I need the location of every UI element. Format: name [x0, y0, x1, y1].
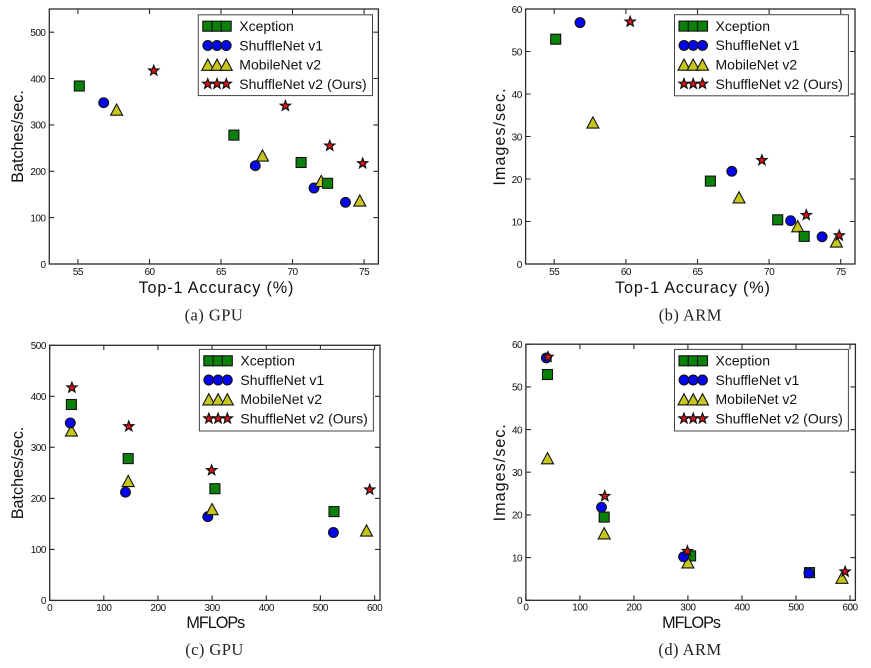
svg-text:50: 50	[512, 47, 523, 58]
svg-text:MobileNet v2: MobileNet v2	[240, 391, 322, 407]
svg-text:Xception: Xception	[240, 353, 294, 369]
svg-text:300: 300	[30, 121, 46, 132]
svg-text:500: 500	[30, 28, 46, 39]
svg-text:(b) ARM: (b) ARM	[659, 305, 722, 324]
svg-text:65: 65	[692, 267, 703, 278]
svg-text:400: 400	[734, 603, 750, 614]
svg-text:60: 60	[621, 267, 632, 278]
svg-text:ShuffleNet v2 (Ours): ShuffleNet v2 (Ours)	[240, 410, 367, 426]
svg-text:(c) GPU: (c) GPU	[185, 640, 244, 659]
svg-text:100: 100	[572, 603, 588, 614]
svg-text:100: 100	[30, 213, 46, 224]
svg-text:500: 500	[313, 603, 329, 614]
svg-text:0: 0	[40, 260, 46, 271]
svg-text:MobileNet v2: MobileNet v2	[716, 391, 798, 407]
svg-text:ShuffleNet v1: ShuffleNet v1	[716, 37, 800, 53]
svg-text:Xception: Xception	[716, 18, 770, 34]
svg-text:ShuffleNet v1: ShuffleNet v1	[239, 37, 323, 53]
svg-text:(d) ARM: (d) ARM	[658, 640, 721, 659]
svg-text:70: 70	[764, 267, 775, 278]
svg-text:ShuffleNet v1: ShuffleNet v1	[240, 372, 324, 388]
svg-text:300: 300	[31, 443, 47, 454]
svg-text:MFLOPs: MFLOPs	[186, 614, 245, 632]
svg-text:600: 600	[842, 603, 858, 614]
svg-text:0: 0	[523, 603, 529, 614]
svg-text:30: 30	[512, 468, 523, 479]
svg-text:400: 400	[31, 392, 47, 403]
svg-text:60: 60	[144, 267, 155, 278]
svg-text:(a) GPU: (a) GPU	[185, 305, 244, 324]
svg-text:200: 200	[626, 603, 642, 614]
svg-text:Top-1 Accuracy (%): Top-1 Accuracy (%)	[615, 279, 771, 297]
svg-text:75: 75	[836, 267, 847, 278]
svg-text:ShuffleNet v2 (Ours): ShuffleNet v2 (Ours)	[716, 76, 843, 92]
svg-text:ShuffleNet v2 (Ours): ShuffleNet v2 (Ours)	[716, 410, 843, 426]
svg-text:30: 30	[512, 132, 523, 143]
svg-text:MobileNet v2: MobileNet v2	[239, 57, 321, 73]
svg-text:100: 100	[96, 603, 112, 614]
svg-text:MFLOPs: MFLOPs	[662, 614, 721, 632]
svg-text:MobileNet v2: MobileNet v2	[716, 57, 798, 73]
svg-text:65: 65	[216, 267, 227, 278]
svg-text:100: 100	[31, 545, 47, 556]
svg-text:200: 200	[30, 167, 46, 178]
svg-text:500: 500	[788, 603, 804, 614]
svg-text:40: 40	[512, 425, 523, 436]
svg-text:0: 0	[517, 260, 523, 271]
svg-text:55: 55	[73, 267, 84, 278]
svg-text:0: 0	[47, 603, 53, 614]
svg-text:Images/sec.: Images/sec.	[491, 87, 509, 185]
svg-text:50: 50	[512, 383, 523, 394]
svg-text:ShuffleNet v1: ShuffleNet v1	[716, 372, 800, 388]
svg-text:Xception: Xception	[239, 18, 293, 34]
svg-text:Batches/sec.: Batches/sec.	[9, 90, 27, 183]
svg-text:400: 400	[259, 603, 275, 614]
svg-text:40: 40	[512, 90, 523, 101]
svg-text:Top-1 Accuracy (%): Top-1 Accuracy (%)	[139, 279, 295, 297]
svg-text:20: 20	[512, 175, 523, 186]
svg-text:0: 0	[517, 596, 523, 607]
svg-text:60: 60	[512, 340, 523, 351]
svg-text:60: 60	[512, 5, 523, 16]
svg-text:Images/sec.: Images/sec.	[491, 423, 509, 521]
svg-text:10: 10	[512, 217, 523, 228]
svg-text:500: 500	[31, 341, 47, 352]
svg-text:Xception: Xception	[716, 353, 770, 369]
svg-text:200: 200	[31, 494, 47, 505]
svg-text:300: 300	[205, 603, 221, 614]
svg-text:300: 300	[680, 603, 696, 614]
svg-text:200: 200	[150, 603, 166, 614]
svg-text:70: 70	[287, 267, 298, 278]
svg-text:Batches/sec.: Batches/sec.	[9, 427, 27, 520]
svg-text:55: 55	[549, 267, 560, 278]
svg-text:20: 20	[512, 511, 523, 522]
svg-text:10: 10	[512, 553, 523, 564]
svg-text:600: 600	[367, 603, 383, 614]
svg-text:400: 400	[30, 74, 46, 85]
svg-text:0: 0	[41, 596, 47, 607]
svg-text:75: 75	[359, 267, 370, 278]
svg-text:ShuffleNet v2 (Ours): ShuffleNet v2 (Ours)	[239, 76, 366, 92]
